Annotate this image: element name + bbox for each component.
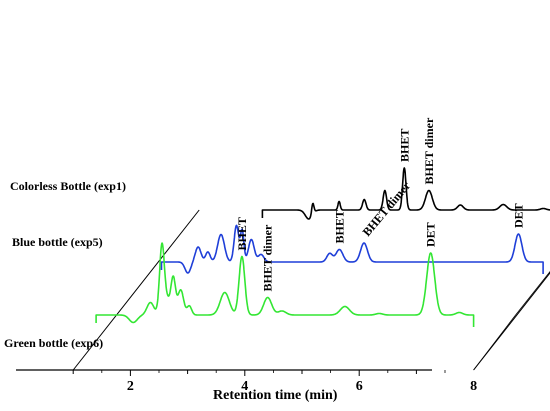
- x-tick-label: 8: [470, 379, 477, 394]
- series-label-colorless-bottle-exp1: Colorless Bottle (exp1): [10, 179, 126, 193]
- x-tick-label: 4: [241, 379, 248, 394]
- series-line-blue-bottle-exp5: [160, 224, 544, 274]
- depth-edge-left: [72, 209, 200, 371]
- peak-label-bhet-dimer: BHET dimer: [261, 224, 275, 291]
- x-tick-label: 6: [356, 379, 363, 394]
- peak-label-bhet: BHET: [332, 210, 346, 243]
- peak-label-bhet: BHET: [397, 129, 411, 162]
- series-label-blue-bottle-exp5: Blue bottle (exp5): [12, 235, 103, 249]
- x-axis: [16, 369, 446, 376]
- peak-label-det: DET: [512, 203, 526, 228]
- x-tick-labels: 2 4 6 8: [127, 379, 477, 394]
- series-label-green-bottle-exp6: Green bottle (exp6): [4, 336, 103, 350]
- depth-edge-segment: [473, 314, 516, 371]
- depth-edge-segment: [515, 270, 550, 316]
- peak-label-bhet-dimer: BHET dimer: [422, 117, 436, 184]
- peak-label-det: DET: [424, 222, 438, 247]
- chromatogram-traces: [95, 167, 550, 327]
- depth-planes: [72, 209, 550, 371]
- series-line-green-bottle-exp6: [95, 242, 475, 327]
- series-labels: Colorless Bottle (exp1) Blue bottle (exp5…: [4, 179, 126, 350]
- series-line-colorless-bottle-exp1: [261, 167, 550, 220]
- peak-label-bhet: BHET: [235, 217, 249, 250]
- x-axis-label: Retention time (min): [213, 388, 338, 403]
- depth-edge-right: [473, 272, 550, 371]
- x-tick-label: 2: [127, 379, 134, 394]
